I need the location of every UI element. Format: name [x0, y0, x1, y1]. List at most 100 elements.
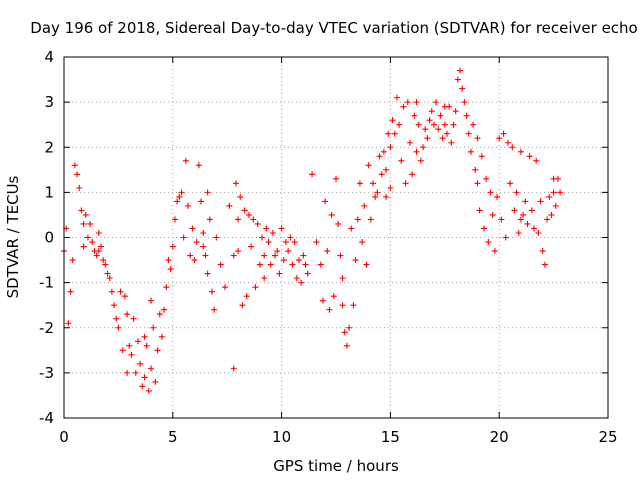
data-point — [178, 189, 185, 196]
data-point — [176, 193, 183, 200]
data-point — [198, 198, 205, 205]
data-point — [550, 175, 557, 182]
data-point — [82, 211, 89, 218]
data-point — [222, 284, 229, 291]
data-point — [413, 99, 420, 106]
data-point — [376, 153, 383, 160]
data-point — [167, 266, 174, 273]
data-point — [250, 216, 257, 223]
data-point — [302, 261, 309, 268]
data-point — [476, 207, 483, 214]
data-point — [398, 157, 405, 164]
data-point — [402, 180, 409, 187]
data-point — [69, 257, 76, 264]
data-point — [478, 153, 485, 160]
data-point — [435, 126, 442, 133]
data-point — [239, 302, 246, 309]
data-point — [552, 202, 559, 209]
data-point — [352, 257, 359, 264]
data-point — [152, 378, 159, 385]
data-point — [158, 333, 165, 340]
data-point — [189, 225, 196, 232]
data-point — [428, 108, 435, 115]
y-tick-label: -3 — [39, 364, 54, 382]
data-point — [406, 139, 413, 146]
data-point — [548, 211, 555, 218]
data-point — [137, 360, 144, 367]
data-point — [300, 252, 307, 259]
data-point — [411, 112, 418, 119]
data-point — [472, 166, 479, 173]
data-point — [461, 99, 468, 106]
grid-lines — [64, 57, 608, 418]
data-point — [204, 189, 211, 196]
data-point — [380, 148, 387, 155]
data-point — [520, 211, 527, 218]
data-point — [104, 270, 111, 277]
data-point — [517, 216, 524, 223]
data-point — [226, 202, 233, 209]
data-point — [389, 117, 396, 124]
data-point — [156, 311, 163, 318]
x-axis-label: GPS time / hours — [273, 457, 399, 475]
data-point — [537, 198, 544, 205]
data-point — [76, 184, 83, 191]
data-point — [387, 184, 394, 191]
data-point — [185, 202, 192, 209]
data-point — [385, 130, 392, 137]
data-point — [544, 216, 551, 223]
data-point — [367, 216, 374, 223]
data-point — [111, 302, 118, 309]
data-point — [245, 211, 252, 218]
data-point — [354, 216, 361, 223]
data-point — [441, 121, 448, 128]
data-point — [539, 248, 546, 255]
data-point — [143, 342, 150, 349]
data-point — [515, 229, 522, 236]
data-point — [494, 193, 501, 200]
data-point — [387, 144, 394, 151]
data-point — [420, 144, 427, 151]
data-point — [148, 365, 155, 372]
data-point — [341, 329, 348, 336]
data-point — [348, 225, 355, 232]
data-point — [346, 324, 353, 331]
data-point — [383, 166, 390, 173]
data-point — [93, 252, 100, 259]
data-point — [141, 374, 148, 381]
data-point — [522, 198, 529, 205]
data-point — [65, 320, 72, 327]
data-point — [304, 270, 311, 277]
data-point — [74, 171, 81, 178]
data-point — [400, 103, 407, 110]
data-point — [359, 239, 366, 246]
data-point — [441, 103, 448, 110]
x-tick-label: 15 — [381, 428, 400, 446]
x-tick-label: 0 — [59, 428, 69, 446]
data-point — [130, 315, 137, 322]
data-point — [507, 180, 514, 187]
data-point — [169, 243, 176, 250]
data-point — [328, 211, 335, 218]
data-point — [84, 234, 91, 241]
data-point — [483, 175, 490, 182]
data-point — [322, 198, 329, 205]
data-point — [356, 180, 363, 187]
chart-title: Day 196 of 2018, Sidereal Day-to-day VTE… — [30, 19, 637, 37]
data-point — [498, 216, 505, 223]
data-point — [480, 225, 487, 232]
y-tick-label: -2 — [39, 319, 54, 337]
data-point — [361, 202, 368, 209]
data-point — [443, 130, 450, 137]
x-tick-label: 10 — [272, 428, 291, 446]
data-point — [180, 234, 187, 241]
data-point — [491, 248, 498, 255]
data-point — [163, 284, 170, 291]
data-point — [204, 270, 211, 277]
data-point — [285, 248, 292, 255]
data-point — [393, 94, 400, 101]
data-point — [417, 157, 424, 164]
data-point — [187, 252, 194, 259]
data-point — [526, 153, 533, 160]
data-point — [374, 189, 381, 196]
